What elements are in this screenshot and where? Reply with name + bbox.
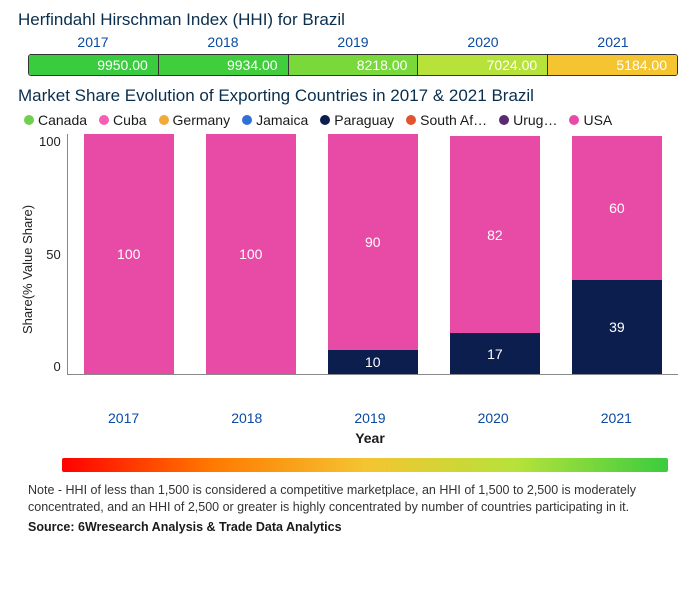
plot-area: 100 100 1090 1782 3960 (67, 134, 678, 375)
legend-label: Paraguay (334, 112, 394, 128)
y-axis-label: Share(% Value Share) (18, 134, 37, 404)
legend-label: Jamaica (256, 112, 308, 128)
legend-swatch (99, 115, 109, 125)
x-tick: 2021 (571, 410, 661, 426)
x-tick: 2019 (325, 410, 415, 426)
y-axis: 100 50 0 (37, 134, 67, 374)
bar: 100 (84, 134, 174, 374)
legend-item: Canada (24, 112, 87, 128)
bar-segment: 39 (572, 280, 662, 374)
bar-segment: 100 (206, 134, 296, 374)
hhi-cell: 8218.00 (289, 55, 419, 75)
legend-swatch (499, 115, 509, 125)
legend: Canada Cuba Germany Jamaica Paraguay South Af… (18, 112, 678, 128)
hhi-cell: 9950.00 (29, 55, 159, 75)
x-tick: 2017 (79, 410, 169, 426)
legend-swatch (320, 115, 330, 125)
legend-swatch (569, 115, 579, 125)
hhi-year-row: 20172018201920202021 (18, 34, 678, 54)
legend-item: Jamaica (242, 112, 308, 128)
hhi-cell: 7024.00 (418, 55, 548, 75)
legend-item: USA (569, 112, 612, 128)
legend-label: USA (583, 112, 612, 128)
legend-swatch (159, 115, 169, 125)
hhi-cell: 9934.00 (159, 55, 289, 75)
hhi-title: Herfindahl Hirschman Index (HHI) for Bra… (18, 10, 678, 30)
legend-item: South Af… (406, 112, 487, 128)
source-line: Source: 6Wresearch Analysis & Trade Data… (28, 520, 668, 534)
gradient-scale (62, 458, 668, 472)
bar: 1090 (328, 134, 418, 374)
chart-zone: Share(% Value Share) 100500 100100109017… (18, 134, 678, 404)
legend-label: Cuba (113, 112, 146, 128)
x-tick: 2018 (202, 410, 292, 426)
bar: 3960 (572, 134, 662, 374)
share-title: Market Share Evolution of Exporting Coun… (18, 86, 678, 106)
chart-container: Herfindahl Hirschman Index (HHI) for Bra… (0, 0, 696, 534)
x-tick: 2020 (448, 410, 538, 426)
bar-segment: 90 (328, 134, 418, 350)
legend-item: Urug… (499, 112, 557, 128)
legend-label: Germany (173, 112, 231, 128)
legend-item: Germany (159, 112, 231, 128)
hhi-year: 2021 (548, 34, 678, 54)
legend-swatch (242, 115, 252, 125)
bar: 1782 (450, 134, 540, 374)
bar-segment: 100 (84, 134, 174, 374)
x-axis-label: Year (62, 430, 678, 446)
hhi-year: 2020 (418, 34, 548, 54)
y-tick: 0 (53, 359, 60, 374)
bar: 100 (206, 134, 296, 374)
hhi-year: 2017 (28, 34, 158, 54)
legend-label: Canada (38, 112, 87, 128)
hhi-year: 2018 (158, 34, 288, 54)
bar-segment: 60 (572, 136, 662, 280)
legend-item: Cuba (99, 112, 146, 128)
y-tick: 50 (46, 247, 60, 262)
legend-swatch (24, 115, 34, 125)
hhi-cell: 5184.00 (548, 55, 677, 75)
legend-item: Paraguay (320, 112, 394, 128)
bar-segment: 10 (328, 350, 418, 374)
bar-segment: 17 (450, 333, 540, 374)
legend-label: South Af… (420, 112, 487, 128)
bar-segment: 82 (450, 136, 540, 333)
x-axis: 2017 2018 2019 2020 2021 (62, 410, 678, 426)
hhi-note: Note - HHI of less than 1,500 is conside… (28, 482, 668, 516)
legend-swatch (406, 115, 416, 125)
hhi-value-row: 9950.009934.008218.007024.005184.00 (28, 54, 678, 76)
hhi-year: 2019 (288, 34, 418, 54)
y-tick: 100 (39, 134, 61, 149)
legend-label: Urug… (513, 112, 557, 128)
